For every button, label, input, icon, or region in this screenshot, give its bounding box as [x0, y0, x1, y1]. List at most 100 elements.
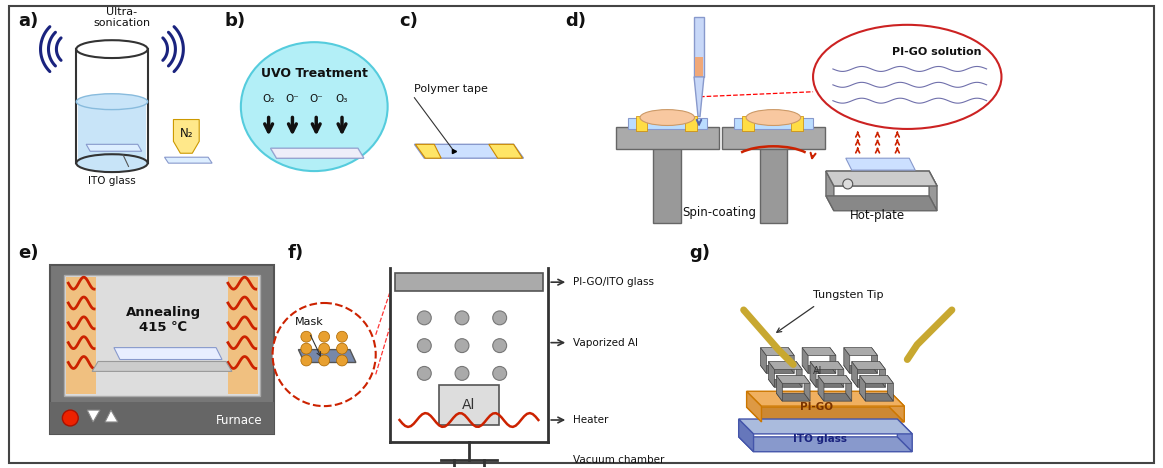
Bar: [66, 277, 97, 394]
Polygon shape: [830, 348, 836, 373]
Text: d): d): [565, 12, 586, 30]
Bar: [440, 385, 499, 425]
Text: f): f): [287, 244, 304, 263]
Polygon shape: [415, 144, 441, 158]
Polygon shape: [414, 144, 523, 158]
Polygon shape: [879, 361, 885, 388]
Polygon shape: [164, 157, 212, 163]
Polygon shape: [769, 361, 775, 388]
Polygon shape: [777, 375, 811, 383]
Ellipse shape: [77, 154, 148, 172]
Polygon shape: [802, 348, 836, 356]
Polygon shape: [739, 437, 912, 452]
Polygon shape: [871, 348, 878, 373]
Circle shape: [336, 355, 348, 366]
Text: Tungsten Tip: Tungsten Tip: [813, 290, 883, 300]
Text: Vaporized Al: Vaporized Al: [573, 337, 638, 348]
Circle shape: [843, 179, 852, 189]
Text: e): e): [19, 244, 40, 263]
Polygon shape: [769, 361, 802, 369]
Polygon shape: [859, 375, 893, 383]
Text: PI-GO/ITO glass: PI-GO/ITO glass: [573, 277, 654, 287]
Polygon shape: [846, 375, 851, 401]
Polygon shape: [739, 419, 754, 452]
Polygon shape: [114, 348, 222, 359]
Text: Polymer tape: Polymer tape: [414, 84, 488, 94]
Polygon shape: [769, 380, 802, 388]
Polygon shape: [804, 375, 811, 401]
Bar: [694, 17, 704, 77]
Text: O⁻: O⁻: [309, 94, 323, 104]
Polygon shape: [271, 148, 364, 158]
Text: PI-GO solution: PI-GO solution: [892, 47, 982, 57]
Polygon shape: [747, 391, 762, 422]
Text: Al: Al: [462, 398, 476, 412]
Circle shape: [455, 366, 469, 380]
Polygon shape: [694, 77, 704, 117]
Polygon shape: [802, 348, 808, 373]
Text: Vacuum chamber: Vacuum chamber: [573, 455, 664, 465]
Bar: [394, 273, 543, 291]
Bar: [685, 116, 697, 132]
Polygon shape: [777, 375, 783, 401]
Text: g): g): [690, 244, 711, 263]
Bar: [791, 116, 804, 132]
Polygon shape: [851, 361, 885, 369]
Polygon shape: [826, 171, 937, 186]
Text: ITO glass: ITO glass: [88, 176, 136, 186]
Bar: [78, 102, 147, 161]
Ellipse shape: [747, 110, 800, 125]
Bar: [734, 117, 813, 130]
Text: ITO glass: ITO glass: [793, 434, 847, 444]
Polygon shape: [271, 148, 364, 158]
Polygon shape: [789, 348, 794, 373]
Polygon shape: [739, 419, 912, 434]
Polygon shape: [777, 393, 811, 401]
Circle shape: [493, 311, 507, 325]
Circle shape: [493, 339, 507, 352]
Ellipse shape: [77, 40, 148, 58]
Polygon shape: [826, 171, 937, 186]
Polygon shape: [811, 380, 844, 388]
Polygon shape: [890, 391, 905, 422]
Polygon shape: [92, 361, 231, 372]
Circle shape: [272, 303, 376, 406]
Polygon shape: [844, 348, 850, 373]
Text: Al: Al: [813, 366, 822, 376]
Circle shape: [455, 311, 469, 325]
Polygon shape: [797, 361, 802, 388]
Circle shape: [455, 339, 469, 352]
Polygon shape: [761, 348, 794, 356]
Circle shape: [418, 339, 431, 352]
Polygon shape: [747, 391, 905, 406]
Circle shape: [301, 331, 312, 342]
Polygon shape: [811, 361, 844, 369]
Polygon shape: [761, 348, 766, 373]
Circle shape: [418, 366, 431, 380]
Text: Annealing
415 ℃: Annealing 415 ℃: [126, 306, 201, 334]
Circle shape: [319, 331, 329, 342]
Circle shape: [301, 343, 312, 354]
Bar: [722, 127, 825, 149]
Polygon shape: [811, 361, 816, 388]
Text: b): b): [224, 12, 247, 30]
Text: Heater: Heater: [573, 415, 608, 425]
Bar: [635, 116, 648, 132]
Polygon shape: [761, 366, 794, 373]
Circle shape: [319, 343, 329, 354]
Polygon shape: [844, 348, 878, 356]
Bar: [228, 277, 258, 394]
Circle shape: [301, 355, 312, 366]
Bar: [628, 117, 707, 130]
Ellipse shape: [77, 94, 148, 110]
Bar: [50, 402, 273, 434]
Polygon shape: [859, 393, 893, 401]
Circle shape: [493, 366, 507, 380]
Polygon shape: [851, 380, 885, 388]
Polygon shape: [488, 144, 522, 158]
Text: Spin-coating: Spin-coating: [682, 206, 756, 219]
Text: Mask: Mask: [294, 317, 323, 327]
Ellipse shape: [241, 42, 387, 171]
Polygon shape: [898, 419, 912, 452]
Polygon shape: [105, 410, 117, 422]
